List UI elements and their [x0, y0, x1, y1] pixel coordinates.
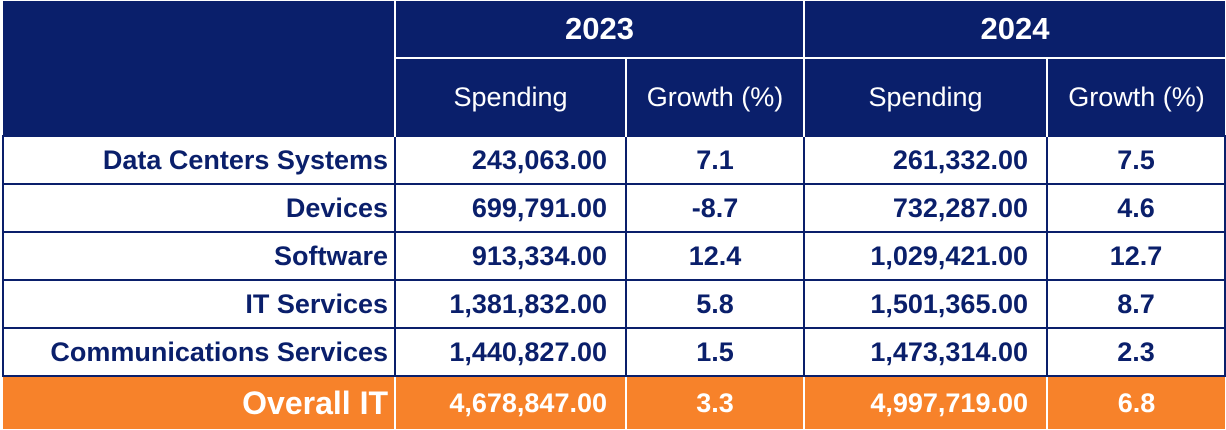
table-row: IT Services 1,381,832.00 5.8 1,501,365.0…	[2, 279, 1226, 329]
header-corner	[3, 1, 395, 136]
spending-2023-cell: 1,440,827.00	[394, 327, 627, 377]
subheader-row: Spending Growth (%) Spending Growth (%)	[3, 58, 1225, 136]
spending-2023-cell: 699,791.00	[394, 183, 627, 233]
growth-2024-cell: 4.6	[1046, 183, 1226, 233]
total-growth-2023: 3.3	[625, 376, 804, 429]
growth-2024-header: Growth (%)	[1046, 58, 1225, 136]
row-label: IT Services	[2, 279, 396, 329]
growth-2024-cell: 8.7	[1046, 279, 1226, 329]
spending-2023-header: Spending	[394, 58, 626, 136]
spending-2024-cell: 1,473,314.00	[803, 327, 1048, 377]
spending-2024-header: Spending	[803, 58, 1047, 136]
spending-2023-cell: 243,063.00	[394, 135, 627, 185]
growth-2023-cell: -8.7	[625, 183, 805, 233]
total-spending-2024: 4,997,719.00	[803, 376, 1047, 429]
spending-2024-cell: 1,501,365.00	[803, 279, 1048, 329]
spending-2023-cell: 1,381,832.00	[394, 279, 627, 329]
year-2024-header: 2024	[803, 1, 1225, 59]
total-row: Overall IT 4,678,847.00 3.3 4,997,719.00…	[3, 376, 1225, 429]
year-2023-header: 2023	[394, 1, 804, 59]
table-row: Software 913,334.00 12.4 1,029,421.00 12…	[2, 231, 1226, 281]
row-label: Devices	[2, 183, 396, 233]
growth-2023-cell: 7.1	[625, 135, 805, 185]
spending-2024-cell: 732,287.00	[803, 183, 1048, 233]
growth-2023-cell: 5.8	[625, 279, 805, 329]
total-spending-2023: 4,678,847.00	[394, 376, 626, 429]
table-row: Data Centers Systems 243,063.00 7.1 261,…	[2, 135, 1226, 185]
growth-2023-cell: 1.5	[625, 327, 805, 377]
growth-2024-cell: 2.3	[1046, 327, 1226, 377]
spending-2023-cell: 913,334.00	[394, 231, 627, 281]
row-label: Software	[2, 231, 396, 281]
growth-2024-cell: 12.7	[1046, 231, 1226, 281]
table-row: Communications Services 1,440,827.00 1.5…	[2, 327, 1226, 377]
growth-2023-cell: 12.4	[625, 231, 805, 281]
growth-2023-header: Growth (%)	[625, 58, 804, 136]
year-header-row: 2023 2024	[3, 1, 1225, 136]
total-growth-2024: 6.8	[1046, 376, 1225, 429]
total-label: Overall IT	[3, 376, 395, 429]
row-label: Data Centers Systems	[2, 135, 396, 185]
growth-2024-cell: 7.5	[1046, 135, 1226, 185]
row-label: Communications Services	[2, 327, 396, 377]
table-row: Devices 699,791.00 -8.7 732,287.00 4.6	[2, 183, 1226, 233]
spending-2024-cell: 1,029,421.00	[803, 231, 1048, 281]
spending-2024-cell: 261,332.00	[803, 135, 1048, 185]
